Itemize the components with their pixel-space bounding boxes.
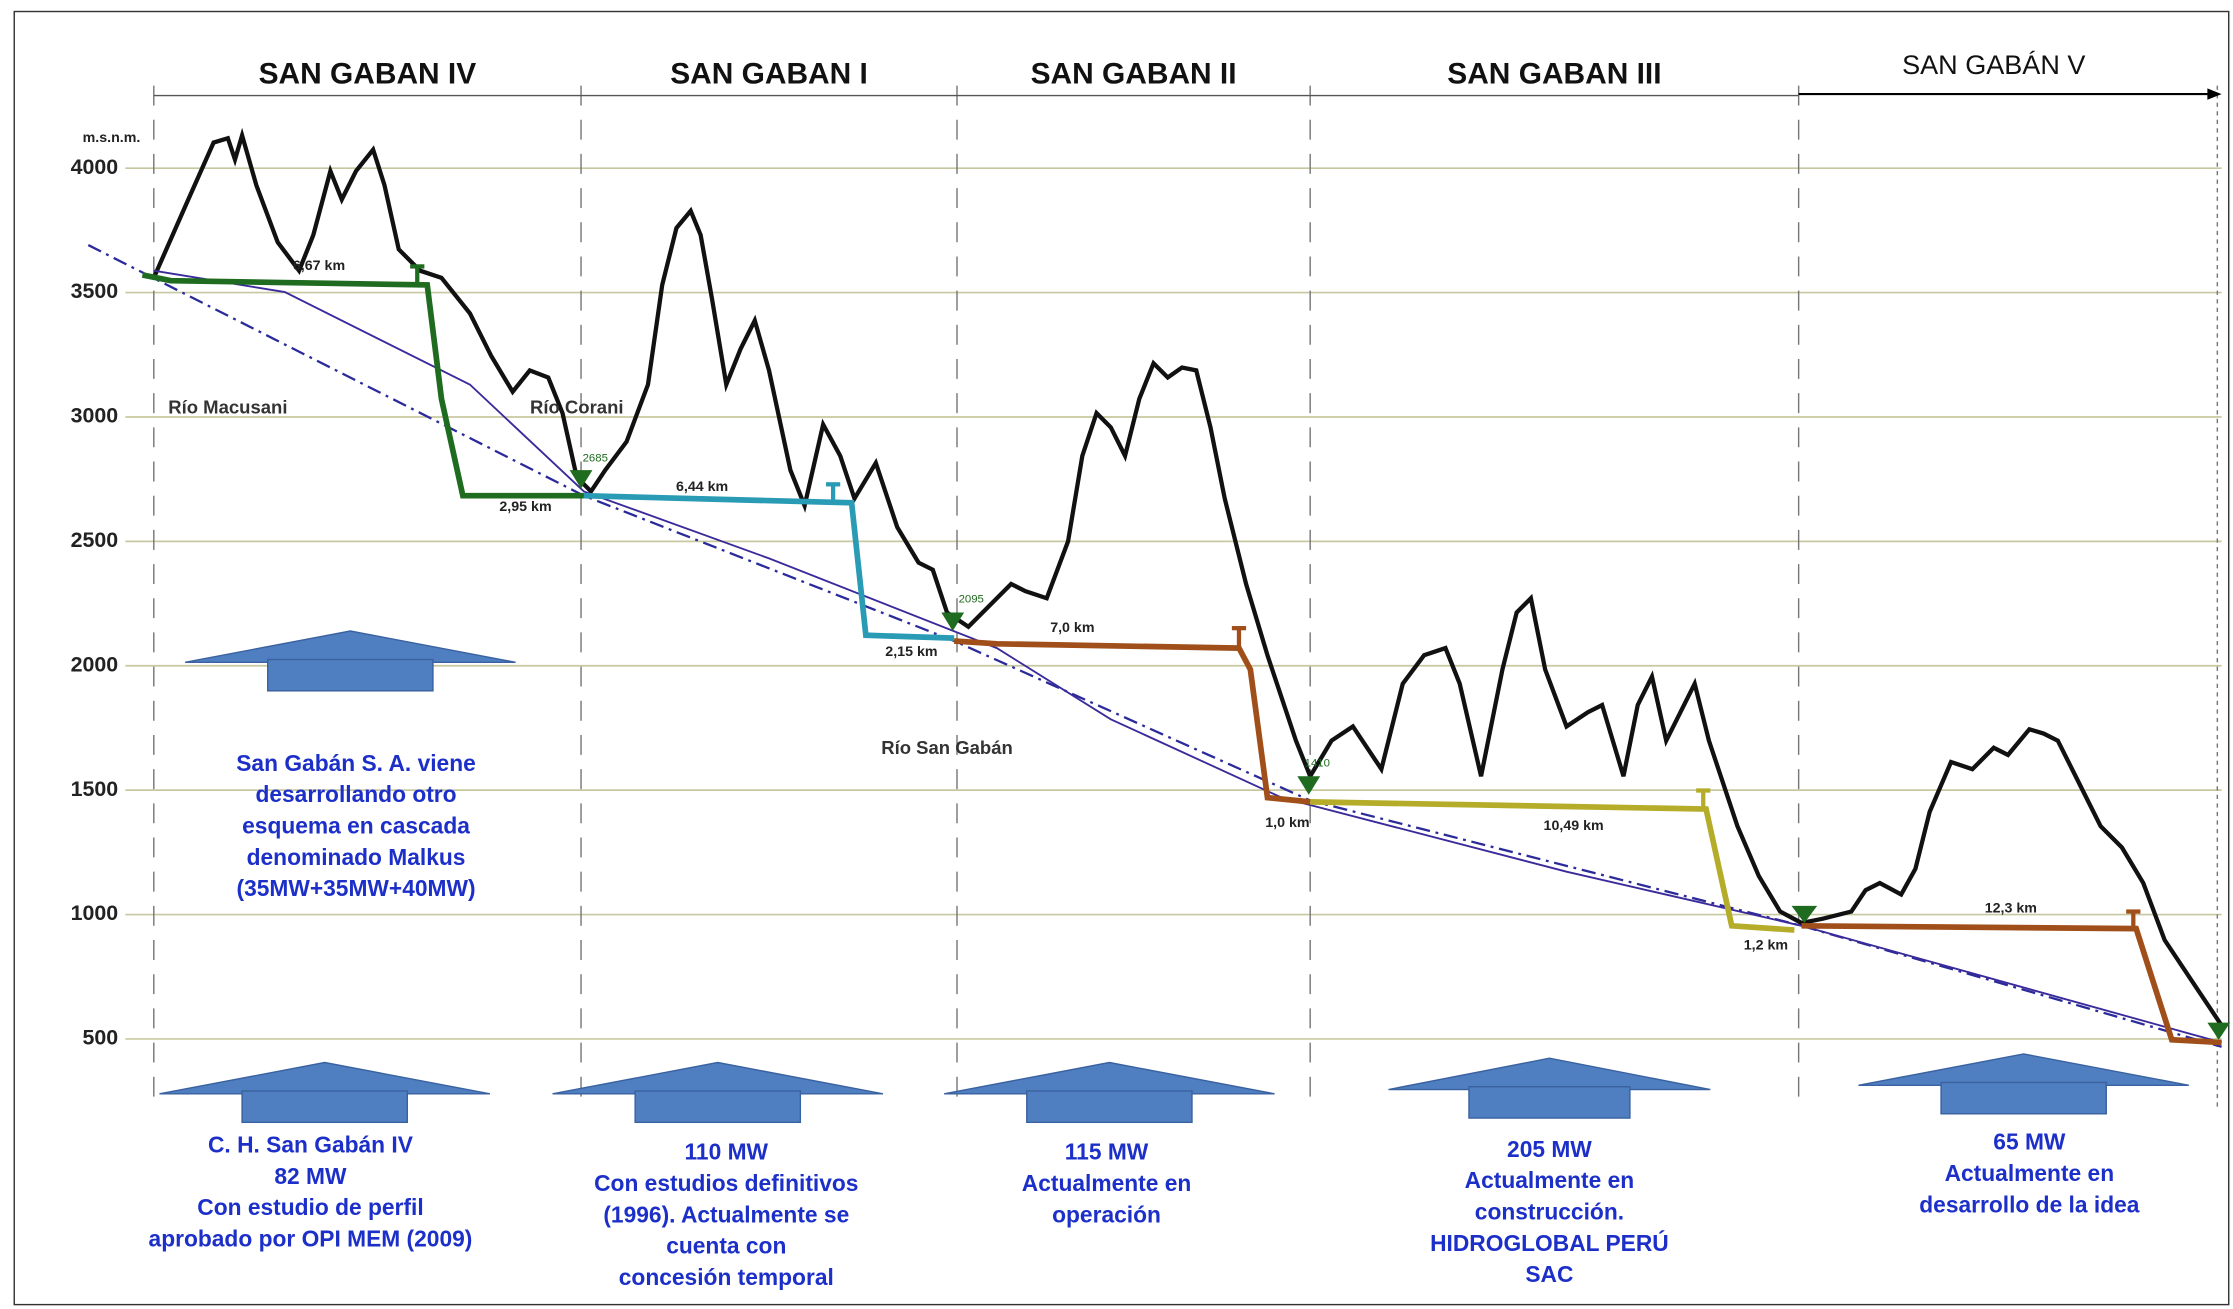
- plant-line: 82 MW: [274, 1163, 347, 1189]
- y-tick-label: 500: [83, 1026, 119, 1050]
- arrow-icon: [159, 1061, 491, 1124]
- arrow-icon: [185, 630, 516, 692]
- note-line: (35MW+35MW+40MW): [236, 875, 475, 901]
- y-tick-label: 3000: [71, 404, 119, 428]
- elevation-label: 1410: [1305, 757, 1330, 769]
- river-label: Río Macusani: [168, 397, 287, 418]
- elevation-label: 2685: [583, 453, 608, 465]
- plant-line: operación: [1052, 1201, 1161, 1227]
- plant-line: (1996). Actualmente se: [603, 1201, 849, 1227]
- plant-line: 65 MW: [1993, 1129, 2066, 1155]
- y-tick-label: 1500: [71, 777, 119, 801]
- y-tick-label: 3500: [71, 279, 119, 303]
- plant-line: Con estudio de perfil: [197, 1194, 423, 1220]
- plant-line: HIDROGLOBAL PERÚ: [1430, 1230, 1669, 1256]
- terrain: [151, 127, 2224, 1027]
- distance-label: 2,15 km: [885, 644, 937, 660]
- plant-line: 110 MW: [685, 1139, 769, 1165]
- arrow-body: [1468, 1086, 1631, 1119]
- section-title: SAN GABAN III: [1447, 57, 1661, 90]
- plant-line: Actualmente en: [1945, 1160, 2115, 1186]
- section-title: SAN GABAN IV: [259, 57, 477, 90]
- plant-line: aprobado por OPI MEM (2009): [149, 1226, 473, 1252]
- arrow-icon: [944, 1061, 1275, 1124]
- note-line: esquema en cascada: [242, 813, 470, 839]
- section-title: SAN GABAN II: [1031, 57, 1237, 90]
- plant-line: cuenta con: [666, 1233, 786, 1259]
- arrow-body: [1940, 1081, 2107, 1115]
- plant-line: 115 MW: [1065, 1139, 1149, 1165]
- arrow-body: [267, 658, 434, 692]
- plant-line: Actualmente en: [1465, 1167, 1635, 1193]
- arrow-icon: [552, 1061, 884, 1124]
- section-title: SAN GABAN I: [670, 57, 868, 90]
- distance-label: 7,0 km: [1050, 620, 1094, 636]
- arrow-body: [241, 1090, 409, 1124]
- distance-label: 2,95 km: [499, 499, 551, 515]
- river-label: Río San Gabán: [881, 737, 1013, 758]
- distance-label: 6,44 km: [676, 479, 728, 495]
- arrow-body: [1026, 1090, 1193, 1124]
- y-tick-label: 1000: [71, 901, 119, 925]
- distance-label: 6,67 km: [293, 258, 345, 274]
- plant-line: Con estudios definitivos: [594, 1170, 858, 1196]
- river-label: Río Corani: [530, 397, 624, 418]
- section-title: SAN GABÁN V: [1902, 50, 2085, 80]
- plant-line: C. H. San Gabán IV: [208, 1132, 414, 1158]
- distance-label: 12,3 km: [1985, 900, 2037, 916]
- y-tick-label: 2500: [71, 528, 119, 552]
- plant-line: SAC: [1525, 1261, 1573, 1287]
- distance-label: 1,2 km: [1744, 937, 1788, 953]
- note-line: denominado Malkus: [247, 844, 466, 870]
- y-tick-label: 4000: [71, 155, 119, 179]
- note-line: San Gabán S. A. viene: [236, 750, 476, 776]
- axis-unit: m.s.n.m.: [83, 130, 141, 146]
- distance-label: 1,0 km: [1265, 815, 1309, 831]
- distance-label: 10,49 km: [1544, 818, 1604, 834]
- note-line: desarrollando otro: [255, 781, 456, 807]
- arrow-body: [634, 1090, 802, 1124]
- y-tick-label: 2000: [71, 652, 119, 676]
- plant-line: 205 MW: [1507, 1136, 1592, 1162]
- plant-line: concesión temporal: [619, 1264, 834, 1290]
- arrow-icon: [1388, 1057, 1711, 1119]
- arrow-icon: [1858, 1053, 2189, 1115]
- plant-line: desarrollo de la idea: [1919, 1191, 2139, 1217]
- plant-line: construcción.: [1475, 1198, 1624, 1224]
- plant-line: Actualmente en: [1022, 1170, 1192, 1196]
- elevation-label: 2095: [959, 594, 984, 606]
